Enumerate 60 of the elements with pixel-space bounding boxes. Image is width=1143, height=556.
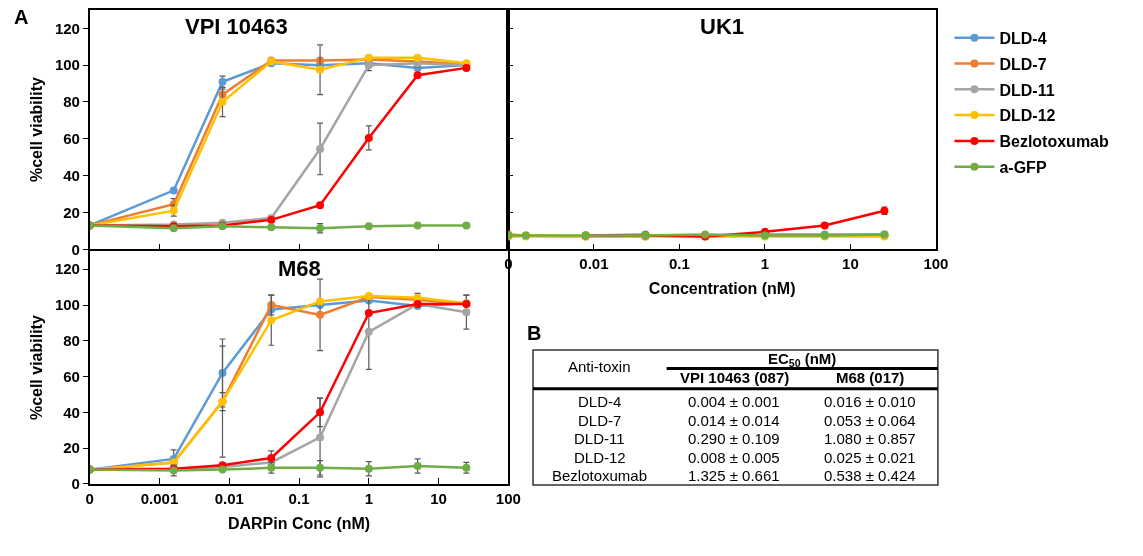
text: DLD-11 [574, 430, 625, 447]
y-tick-label: 100 [54, 296, 80, 314]
text: 0.053 ± 0.064 [824, 412, 916, 429]
legend-label: Bezlotoxumab [999, 133, 1110, 151]
text: DLD-12 [574, 449, 626, 466]
text: M68 (017) [836, 369, 905, 386]
x-tick-label: 0.001 [140, 489, 179, 507]
text: 0.014 ± 0.014 [688, 412, 780, 429]
legend-label: a-GFP [999, 158, 1047, 176]
y-axis-title: %cell viability [28, 77, 46, 183]
text: DLD-7 [578, 412, 622, 429]
legend-label: DLD-7 [999, 55, 1047, 73]
text: 0.016 ± 0.010 [824, 393, 916, 410]
x-tick-label: 0.1 [288, 489, 310, 507]
text: 0.004 ± 0.001 [688, 393, 780, 410]
x-tick-label: 0.1 [668, 255, 690, 273]
y-tick-label: 40 [63, 166, 80, 184]
y-tick-label: 0 [71, 240, 80, 258]
legend-label: DLD-12 [999, 107, 1056, 125]
y-tick-label: 100 [54, 56, 80, 74]
text: 0.538 ± 0.424 [824, 467, 916, 484]
text: 1.325 ± 0.661 [688, 467, 780, 484]
x-tick-label: 0 [85, 489, 94, 507]
chart-title: M68 [278, 256, 321, 281]
y-axis-title: %cell viability [28, 315, 46, 421]
y-tick-label: 80 [63, 332, 80, 350]
x-tick-label: 100 [495, 489, 521, 507]
text: 0.025 ± 0.021 [824, 449, 916, 466]
text: Bezlotoxumab [552, 467, 648, 484]
y-tick-label: 120 [54, 19, 80, 37]
text: B [527, 322, 542, 344]
chart-title: UK1 [700, 14, 745, 39]
x-tick-label: 10 [430, 489, 447, 507]
x-axis-title: Concentration (nM) [648, 280, 796, 298]
text: 0.290 ± 0.109 [688, 430, 780, 447]
y-tick-label: 20 [63, 439, 80, 457]
x-tick-label: 1 [760, 255, 770, 273]
text: DLD-4 [578, 393, 622, 410]
y-tick-label: 0 [71, 475, 80, 493]
y-tick-label: 60 [63, 367, 80, 385]
x-tick-label: 10 [842, 255, 859, 273]
x-axis-title: DARPin Conc (nM) [227, 514, 371, 532]
text: Anti-toxin [568, 358, 631, 375]
y-tick-label: 60 [63, 130, 80, 148]
text: A [14, 6, 29, 28]
text: VPI 10463 (087) [680, 369, 790, 386]
text: 0.008 ± 0.005 [688, 449, 780, 466]
x-tick-label: 0.01 [214, 489, 244, 507]
y-tick-label: 120 [54, 260, 80, 278]
legend-label: DLD-11 [999, 81, 1055, 99]
y-tick-label: 20 [63, 203, 80, 221]
text: 1.080 ± 0.857 [824, 430, 916, 447]
x-tick-label: 100 [923, 255, 949, 273]
legend-label: DLD-4 [999, 29, 1047, 47]
text: EC$_{50}$ (nM) [768, 350, 837, 370]
chart-title: VPI 10463 [185, 14, 288, 39]
x-tick-label: 1 [364, 489, 373, 507]
x-tick-label: 0.01 [579, 255, 609, 273]
y-tick-label: 40 [63, 403, 80, 421]
y-tick-label: 80 [63, 93, 80, 111]
